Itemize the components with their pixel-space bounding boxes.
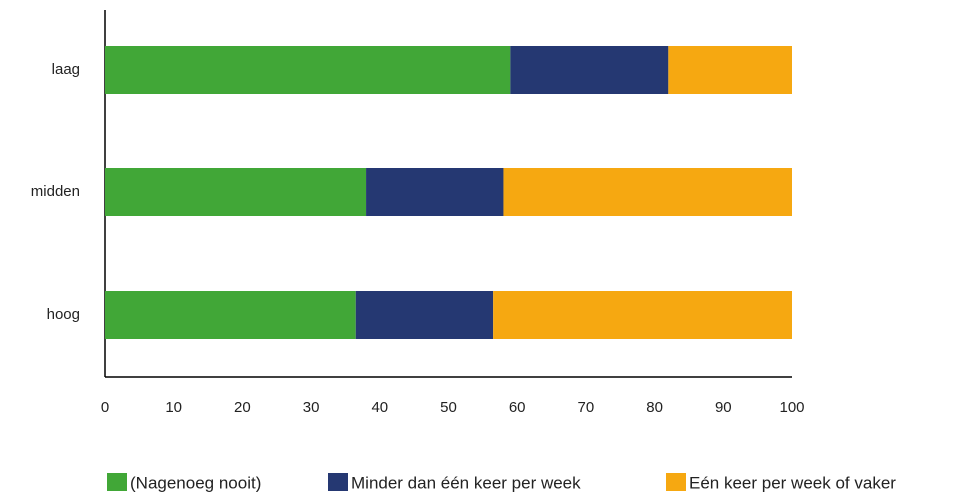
x-tick-label: 70	[578, 399, 595, 416]
bar	[366, 168, 504, 216]
y-tick-label: laag	[52, 61, 80, 78]
x-tick-label: 90	[715, 399, 732, 416]
bar	[510, 46, 669, 94]
bar	[355, 291, 494, 339]
legend-swatch	[666, 473, 686, 491]
legend-swatch	[107, 473, 127, 491]
bar	[105, 168, 367, 216]
x-tick-label: 30	[303, 399, 320, 416]
bar	[493, 291, 792, 339]
x-tick-label: 80	[646, 399, 663, 416]
x-tick-label: 40	[371, 399, 388, 416]
legend-label: Eén keer per week of vaker	[689, 473, 896, 492]
legend-label: (Nagenoeg nooit)	[130, 473, 261, 492]
bar	[105, 46, 511, 94]
legend-label: Minder dan één keer per week	[351, 473, 581, 492]
x-tick-label: 100	[779, 399, 804, 416]
bar	[503, 168, 792, 216]
x-tick-label: 50	[440, 399, 457, 416]
legend-swatch	[328, 473, 348, 491]
x-tick-label: 20	[234, 399, 251, 416]
x-tick-label: 10	[165, 399, 182, 416]
y-tick-label: midden	[31, 183, 80, 200]
x-tick-label: 60	[509, 399, 526, 416]
x-tick-label: 0	[101, 399, 109, 416]
bar	[105, 291, 356, 339]
bar	[668, 46, 792, 94]
y-tick-label: hoog	[47, 306, 80, 323]
